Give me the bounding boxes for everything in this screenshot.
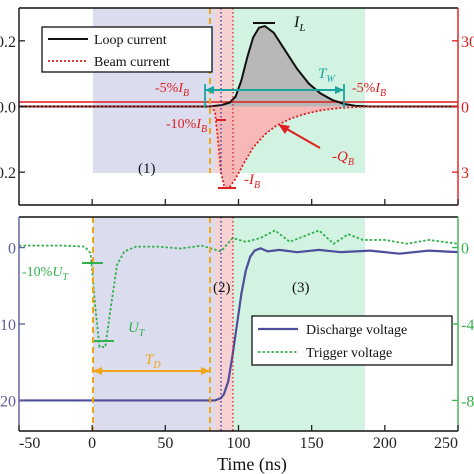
qb-arrow-head [278,124,290,134]
top-annotations: IL TW -5%IB -5%IB -10%IB -QB -IB (1) [138,14,386,191]
bottom-panel: -10%UT UT TD (2) (3) Discharge voltage T… [0,199,474,474]
bottom-legend-box [251,315,453,366]
legend-loop-label: Loop current [94,33,167,48]
tw-arrow-right-head [335,86,344,94]
neg5-right-label: -5%IB [352,81,386,99]
legend-trigger-label: Trigger voltage [306,346,392,361]
beam-current-line [19,105,458,189]
top-panel: IL TW -5%IB -5%IB -10%IB -QB -IB (1) Loo… [0,7,474,206]
td-arrow-right-head [201,367,210,375]
trigger-voltage-line [19,229,459,348]
bottom-left-tick-label: 20 [0,393,16,410]
top-left-tick-label: 0.0 [0,100,16,117]
legend-discharge-label: Discharge voltage [306,323,407,338]
top-left-tick-label: 0.2 [0,34,16,51]
discharge-voltage-line [19,247,459,402]
bottom-annotations: -10%UT UT TD (2) (3) [22,262,310,375]
top-right-ticks: 30 0 3 [452,34,474,182]
bottom-left-ticks: 0 10 20 [0,241,25,410]
bottom-left-tick-label: 0 [8,241,16,258]
neg10-ut-label: -10%UT [22,265,69,283]
qb-arrow-line [284,127,321,149]
x-tick-label: 100 [227,435,251,452]
loop-current-line [19,24,458,108]
top-legend: Loop current Beam current [41,26,213,73]
x-tick-label: 150 [300,435,324,452]
tw-label: TW [318,66,336,85]
qb-label: -QB [332,149,354,168]
x-tick-label: -50 [19,435,40,452]
bottom-legend: Discharge voltage Trigger voltage [251,315,453,366]
bottom-left-tick-label: 10 [0,317,16,334]
neg10-label: -10%IB [166,117,207,135]
tw-arrow-left-head [205,86,214,94]
top-left-ticks: 0.2 0.0 0.2 [0,34,25,182]
td-arrow-left-head [93,367,102,375]
bottom-vertical-markers [92,217,234,431]
x-tick-label: 0 [88,435,96,452]
il-label: IL [293,14,305,34]
region2-label: (2) [213,280,231,296]
bottom-right-tick-label: -4 [461,317,474,334]
top-right-tick-label: 0 [461,100,469,117]
bottom-region-1 [93,217,215,431]
bottom-right-ticks: 0 -4 -8 [452,241,474,410]
beam-current-fill [212,106,349,188]
top-left-tick-label: 0.2 [0,165,16,182]
top-legend-box [41,26,213,73]
loop-current-fill [220,26,356,107]
x-axis-label: Time (ns) [217,454,287,474]
region1-label: (1) [138,161,156,177]
ut-label: UT [128,320,146,339]
x-axis-ticks: -50 0 50 100 150 200 250 [18,199,459,452]
legend-beam-label: Beam current [94,55,170,70]
top-right-tick-label: 30 [461,34,474,51]
x-tick-label: 50 [157,435,173,452]
x-tick-label: 200 [373,435,397,452]
neg5-left-label: -5%IB [155,81,189,99]
bottom-right-tick-label: -8 [461,393,474,410]
top-right-tick-label: 3 [461,165,469,182]
x-tick-label: 250 [434,435,458,452]
region3-label: (3) [292,280,310,296]
bottom-right-tick-label: 0 [461,241,469,258]
ib-label: -IB [244,172,260,191]
td-label: TD [145,352,161,371]
